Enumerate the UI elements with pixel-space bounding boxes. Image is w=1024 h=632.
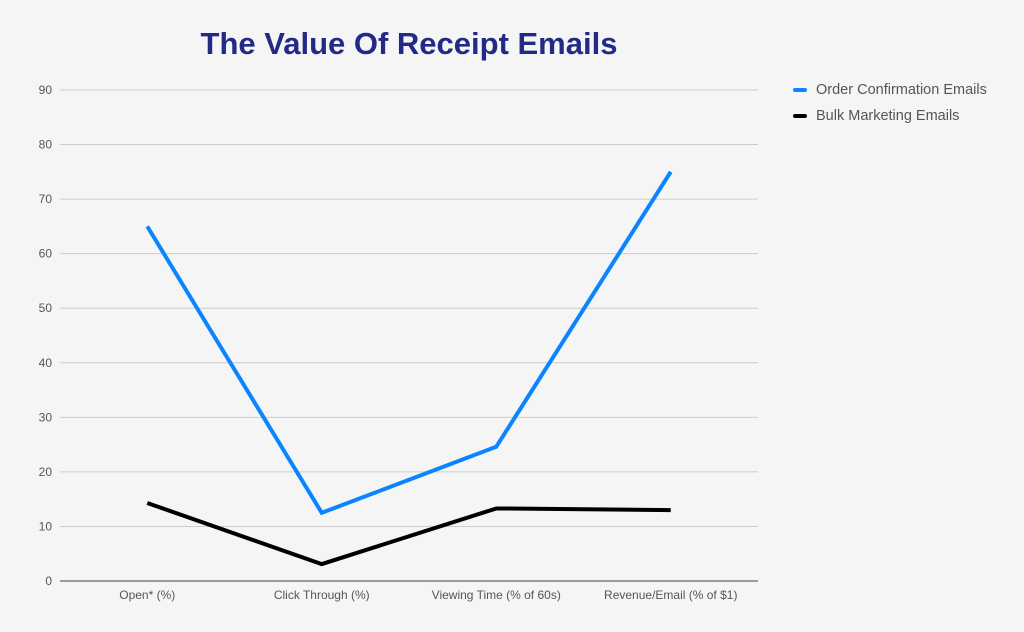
y-tick-label: 90: [39, 83, 53, 97]
series-line-0: [145, 170, 673, 516]
legend-swatch: [793, 88, 807, 92]
x-tick-label: Revenue/Email (% of $1): [604, 588, 737, 602]
y-tick-label: 70: [39, 192, 53, 206]
y-tick-label: 0: [45, 574, 52, 588]
legend-swatch: [793, 114, 807, 118]
x-tick-label: Viewing Time (% of 60s): [432, 588, 561, 602]
chart-title: The Value Of Receipt Emails: [200, 26, 618, 61]
y-tick-label: 30: [39, 410, 53, 424]
x-tick-label: Click Through (%): [274, 588, 370, 602]
y-tick-label: 10: [39, 519, 53, 533]
legend-label: Order Confirmation Emails: [816, 82, 987, 98]
y-tick-label: 20: [39, 465, 53, 479]
y-tick-label: 80: [39, 138, 53, 152]
legend-item: Bulk Marketing Emails: [793, 108, 959, 124]
y-tick-label: 50: [39, 301, 53, 315]
x-tick-label: Open* (%): [119, 588, 175, 602]
y-tick-label: 40: [39, 356, 53, 370]
legend-item: Order Confirmation Emails: [793, 82, 987, 98]
legend-label: Bulk Marketing Emails: [816, 108, 960, 124]
y-tick-label: 60: [39, 247, 53, 261]
series-line-1: [146, 501, 671, 567]
